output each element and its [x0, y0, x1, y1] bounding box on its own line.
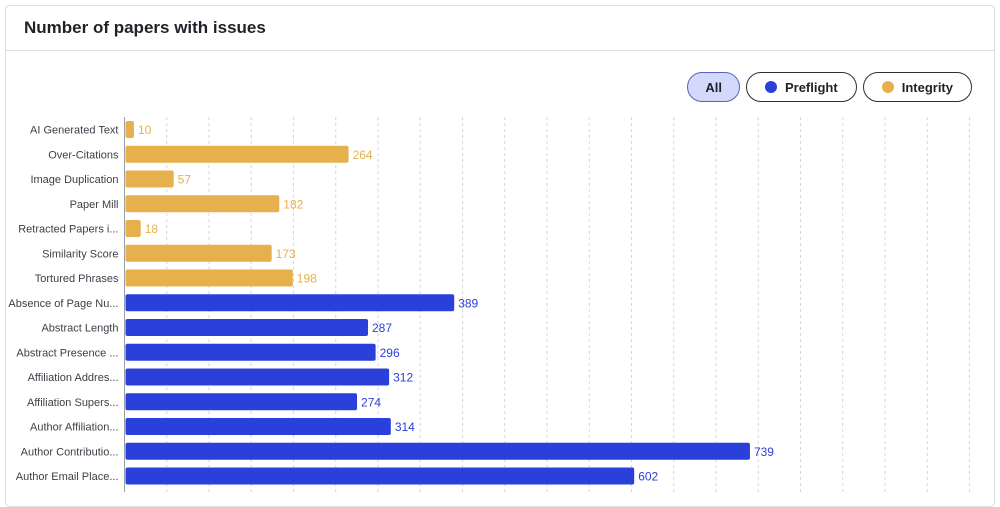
value-label: 389 [458, 296, 478, 310]
value-label: 264 [353, 148, 373, 162]
category-label: Affiliation Addres... [28, 372, 119, 384]
value-label: 296 [380, 346, 400, 360]
category-label: Retracted Papers i... [18, 224, 118, 236]
filter-preflight-label: Preflight [784, 79, 838, 95]
bar[interactable] [125, 145, 349, 163]
bar[interactable] [125, 220, 141, 237]
filter-all-label: All [705, 79, 722, 95]
value-label: 198 [297, 272, 317, 286]
category-label: Absence of Page Nu... [8, 298, 118, 310]
filter-all-button[interactable]: All [687, 72, 740, 102]
bar-chart: AI Generated Text 10 Over-Citations 264 Imag… [8, 117, 970, 492]
bar[interactable] [125, 467, 635, 485]
value-label: 602 [638, 470, 658, 484]
bar[interactable] [125, 170, 174, 188]
category-label: Affiliation Supers... [27, 397, 119, 409]
filter-integrity-label: Integrity [901, 79, 953, 95]
filter-group: All Preflight Integrity [687, 72, 972, 102]
bar[interactable] [125, 343, 376, 361]
value-label: 312 [393, 371, 413, 385]
bar[interactable] [125, 294, 455, 312]
page-title: Number of papers with issues [24, 18, 266, 37]
value-label: 173 [276, 247, 296, 261]
bar[interactable] [125, 368, 390, 386]
bar[interactable] [125, 442, 750, 460]
category-label: Abstract Length [41, 323, 118, 335]
bar[interactable] [125, 195, 280, 213]
category-label: Over-Citations [48, 149, 119, 161]
preflight-dot-icon [764, 81, 777, 93]
card-header: Number of papers with issues [6, 6, 994, 51]
integrity-dot-icon [881, 81, 894, 93]
category-label: Tortured Phrases [35, 273, 119, 285]
category-label: Author Email Place... [16, 471, 119, 483]
category-label: AI Generated Text [30, 125, 118, 137]
value-label: 18 [145, 222, 159, 236]
value-label: 274 [361, 395, 381, 409]
bar[interactable] [125, 418, 391, 435]
category-label: Similarity Score [42, 248, 118, 260]
value-label: 57 [178, 173, 192, 187]
bar[interactable] [125, 319, 369, 336]
filter-integrity-button[interactable]: Integrity [862, 72, 972, 102]
value-label: 182 [283, 197, 303, 211]
bar[interactable] [125, 244, 272, 262]
value-label: 287 [372, 321, 392, 335]
category-label: Paper Mill [70, 199, 119, 211]
category-label: Image Duplication [30, 174, 118, 186]
category-label: Author Contributio... [21, 446, 119, 458]
value-label: 739 [754, 445, 774, 459]
bar[interactable] [125, 393, 358, 411]
filter-preflight-button[interactable]: Preflight [745, 72, 857, 102]
value-label: 314 [395, 420, 415, 434]
bar[interactable] [125, 121, 134, 138]
bar[interactable] [125, 269, 293, 287]
value-label: 10 [138, 123, 152, 137]
category-label: Author Affiliation... [30, 422, 118, 434]
category-label: Abstract Presence ... [16, 347, 118, 359]
